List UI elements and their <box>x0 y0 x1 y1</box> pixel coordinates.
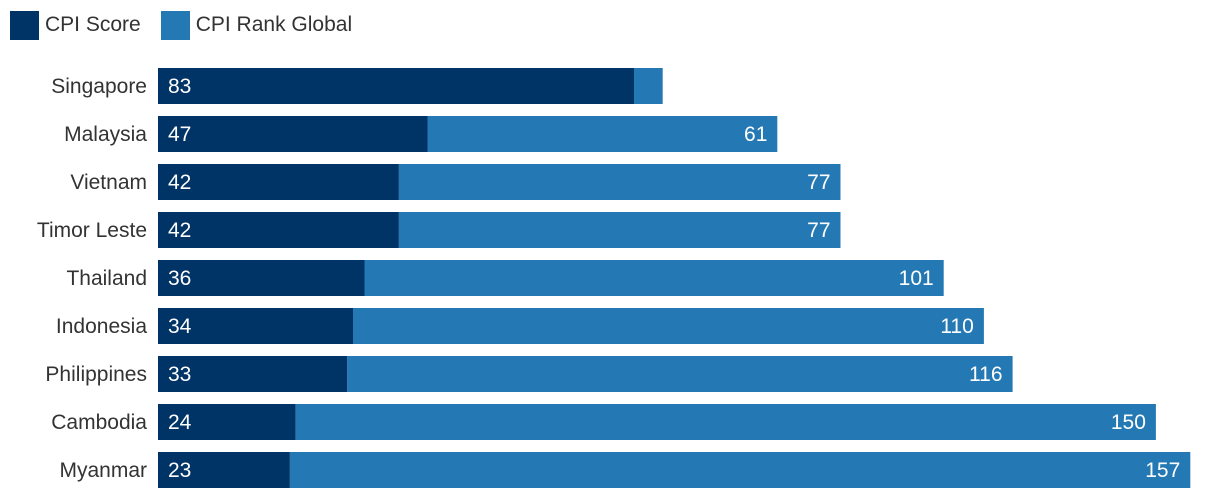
value-label-cpi-score-thailand: 36 <box>168 267 191 290</box>
value-label-cpi-score-indonesia: 34 <box>168 315 192 338</box>
category-label-singapore: Singapore <box>51 75 147 98</box>
bar-cpi-rank-global-vietnam[interactable] <box>398 164 841 200</box>
bar-cpi-rank-global-singapore[interactable] <box>634 68 663 104</box>
value-label-cpi-rank-global-cambodia: 150 <box>1111 411 1146 434</box>
value-label-cpi-rank-global-myanmar: 157 <box>1145 459 1180 482</box>
bar-cpi-score-vietnam[interactable] <box>158 164 399 200</box>
value-label-cpi-rank-global-philippines: 116 <box>969 363 1002 386</box>
bar-cpi-score-cambodia[interactable] <box>158 404 296 440</box>
value-label-cpi-score-singapore: 83 <box>168 75 191 98</box>
legend-label-cpi-rank-global: CPI Rank Global <box>195 13 353 36</box>
value-label-cpi-score-philippines: 33 <box>168 363 191 386</box>
category-label-thailand: Thailand <box>66 267 147 290</box>
legend-swatch-cpi-score <box>10 10 39 40</box>
legend-item-cpi-rank-global[interactable]: CPI Rank Global <box>160 10 353 40</box>
category-label-vietnam: Vietnam <box>70 171 147 194</box>
bar-cpi-rank-global-thailand[interactable] <box>364 260 944 296</box>
value-label-cpi-rank-global-indonesia: 110 <box>940 315 973 338</box>
bar-cpi-score-philippines[interactable] <box>158 356 348 392</box>
legend: CPI Score CPI Rank Global <box>10 10 372 40</box>
legend-label-cpi-score: CPI Score <box>45 13 141 36</box>
category-label-philippines: Philippines <box>45 363 147 386</box>
category-label-myanmar: Myanmar <box>59 459 147 482</box>
bar-cpi-rank-global-myanmar[interactable] <box>289 452 1191 488</box>
bar-cpi-score-singapore[interactable] <box>158 68 634 104</box>
category-label-malaysia: Malaysia <box>64 123 147 146</box>
bar-cpi-score-indonesia[interactable] <box>158 308 353 344</box>
value-label-cpi-score-malaysia: 47 <box>168 123 191 146</box>
value-label-cpi-rank-global-thailand: 101 <box>899 267 934 290</box>
value-label-cpi-score-vietnam: 42 <box>168 171 191 194</box>
category-label-timor-leste: Timor Leste <box>37 219 147 242</box>
category-label-cambodia: Cambodia <box>51 411 147 434</box>
value-label-cpi-rank-global-vietnam: 77 <box>807 171 830 194</box>
bar-cpi-score-malaysia[interactable] <box>158 116 428 152</box>
legend-swatch-cpi-rank-global <box>160 10 190 40</box>
value-label-cpi-rank-global-timor-leste: 77 <box>807 219 830 242</box>
value-label-cpi-score-timor-leste: 42 <box>168 219 191 242</box>
bar-cpi-score-thailand[interactable] <box>158 260 365 296</box>
bar-cpi-score-timor-leste[interactable] <box>158 212 399 248</box>
value-label-cpi-score-cambodia: 24 <box>168 411 192 434</box>
legend-item-cpi-score[interactable]: CPI Score <box>10 10 141 40</box>
bar-cpi-rank-global-indonesia[interactable] <box>353 308 984 344</box>
bar-cpi-score-myanmar[interactable] <box>158 452 290 488</box>
category-label-indonesia: Indonesia <box>56 315 147 338</box>
bar-cpi-rank-global-cambodia[interactable] <box>295 404 1156 440</box>
bar-cpi-rank-global-timor-leste[interactable] <box>398 212 841 248</box>
bar-cpi-rank-global-philippines[interactable] <box>347 356 1013 392</box>
value-label-cpi-score-myanmar: 23 <box>168 459 191 482</box>
bar-cpi-rank-global-malaysia[interactable] <box>427 116 778 152</box>
value-label-cpi-rank-global-malaysia: 61 <box>744 123 767 146</box>
